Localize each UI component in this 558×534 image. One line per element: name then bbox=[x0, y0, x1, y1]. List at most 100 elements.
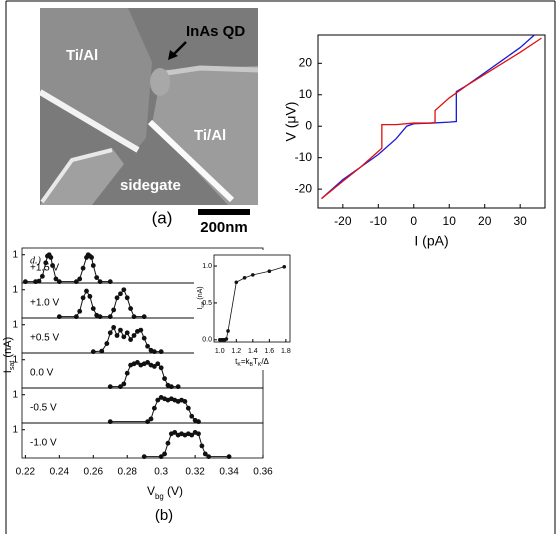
y-axis-label: Isat (nA) bbox=[2, 337, 16, 373]
data-point bbox=[115, 333, 120, 338]
y-tick-label: 0 bbox=[305, 118, 312, 132]
data-point bbox=[118, 291, 123, 296]
data-point bbox=[111, 325, 116, 330]
x-tick-label: 1.8 bbox=[281, 348, 291, 355]
y-tick-label: -10 bbox=[295, 150, 313, 164]
sem-image: InAs QD Ti/Al Ti/Al sidegate bbox=[40, 8, 258, 205]
panel-label: 0.0 V bbox=[30, 368, 54, 379]
data-point bbox=[125, 371, 130, 376]
data-point bbox=[251, 273, 255, 277]
data-point bbox=[81, 295, 86, 300]
plot-frame bbox=[318, 35, 545, 208]
data-point bbox=[282, 265, 286, 269]
data-point bbox=[268, 269, 272, 273]
data-point bbox=[43, 260, 48, 265]
image-label: Ti/Al bbox=[66, 47, 98, 64]
x-tick-label: 1.6 bbox=[264, 348, 274, 355]
data-point bbox=[48, 255, 53, 260]
data-point bbox=[115, 295, 120, 300]
scale-bar bbox=[198, 209, 250, 215]
data-point bbox=[125, 295, 130, 300]
data-point bbox=[225, 337, 229, 341]
data-point bbox=[40, 274, 45, 279]
x-tick-label: 20 bbox=[478, 214, 492, 228]
y-axis-label-part: (nA) bbox=[2, 337, 14, 361]
x-tick-label: 0.26 bbox=[84, 467, 104, 478]
x-tick-label: 0.36 bbox=[253, 467, 273, 478]
y-tick-label: 1 bbox=[12, 249, 18, 260]
y-tick-label: 1 bbox=[12, 424, 18, 435]
y-tick-label: 1 bbox=[12, 284, 18, 295]
x-tick-label: 0.22 bbox=[16, 467, 36, 478]
panel-label: -1.0 V bbox=[30, 438, 57, 449]
series-line bbox=[322, 38, 542, 198]
panel-frame bbox=[22, 388, 263, 423]
panel-label: -0.5 V bbox=[30, 403, 57, 414]
x-axis-label: Vbg (V) bbox=[147, 484, 183, 500]
y-axis-label-part: sat bbox=[8, 361, 16, 371]
data-point bbox=[155, 361, 160, 366]
data-point bbox=[108, 330, 113, 335]
y-tick-label: 1 bbox=[12, 319, 18, 330]
x-axis-label-part: V bbox=[147, 484, 155, 498]
x-tick-label: -10 bbox=[370, 214, 388, 228]
data-point bbox=[152, 406, 157, 411]
data-point bbox=[183, 399, 188, 404]
data-point bbox=[145, 344, 150, 349]
data-point bbox=[121, 382, 126, 387]
data-point bbox=[104, 341, 109, 346]
data-point bbox=[81, 266, 86, 271]
panel-label: +1.0 V bbox=[30, 298, 60, 309]
x-tick-label: 0.28 bbox=[117, 467, 137, 478]
data-point bbox=[189, 414, 194, 419]
data-point bbox=[89, 255, 94, 260]
data-point bbox=[77, 277, 82, 282]
data-point bbox=[128, 337, 133, 342]
x-tick-label: 0.34 bbox=[219, 467, 239, 478]
x-tick-label: -20 bbox=[334, 214, 352, 228]
x-axis-label-part: (V) bbox=[164, 484, 183, 498]
y-axis-label-part: (nA) bbox=[197, 286, 204, 301]
y-tick-label: 1 bbox=[12, 389, 18, 400]
data-point bbox=[138, 328, 143, 333]
y-tick-label: 0.0 bbox=[202, 337, 212, 344]
x-tick-label: 0 bbox=[410, 214, 417, 228]
data-point bbox=[125, 330, 130, 335]
x-tick-label: 1.0 bbox=[215, 348, 225, 355]
image-label: Ti/Al bbox=[194, 127, 226, 144]
x-tick-label: 1.4 bbox=[248, 348, 258, 355]
data-point bbox=[162, 452, 167, 457]
y-tick-label: 20 bbox=[299, 55, 313, 69]
data-point bbox=[84, 289, 89, 294]
data-point bbox=[142, 336, 147, 341]
y-tick-label: 1.0 bbox=[202, 263, 212, 270]
panel-label: (a) bbox=[152, 208, 173, 227]
series-line bbox=[59, 290, 144, 317]
x-tick-label: 0.3 bbox=[154, 467, 168, 478]
figure: InAs QD Ti/Al Ti/Al sidegate 200nm (a) (… bbox=[0, 0, 558, 534]
data-point bbox=[94, 275, 99, 280]
data-point bbox=[196, 431, 201, 436]
data-point bbox=[186, 406, 191, 411]
panel-label: (b) bbox=[155, 507, 173, 524]
data-point bbox=[121, 287, 126, 292]
data-point bbox=[235, 280, 239, 284]
data-point bbox=[121, 334, 126, 339]
data-point bbox=[206, 454, 211, 459]
data-point bbox=[77, 309, 82, 314]
x-tick-label: 10 bbox=[443, 214, 457, 228]
x-tick-label: 0.32 bbox=[185, 467, 205, 478]
data-point bbox=[200, 443, 205, 448]
x-tick-label: 1.2 bbox=[231, 348, 241, 355]
annotation: d.) bbox=[30, 255, 42, 266]
data-point bbox=[132, 333, 137, 338]
data-point bbox=[243, 276, 247, 280]
x-axis-label-part: /Δ bbox=[261, 357, 269, 366]
image-label: sidegate bbox=[120, 177, 181, 194]
quantum-dot bbox=[150, 68, 170, 96]
panel-frame bbox=[22, 423, 263, 458]
y-tick-label: 10 bbox=[299, 87, 313, 101]
data-point bbox=[50, 263, 55, 268]
data-point bbox=[162, 376, 167, 381]
panel-label: +0.5 V bbox=[30, 333, 60, 344]
